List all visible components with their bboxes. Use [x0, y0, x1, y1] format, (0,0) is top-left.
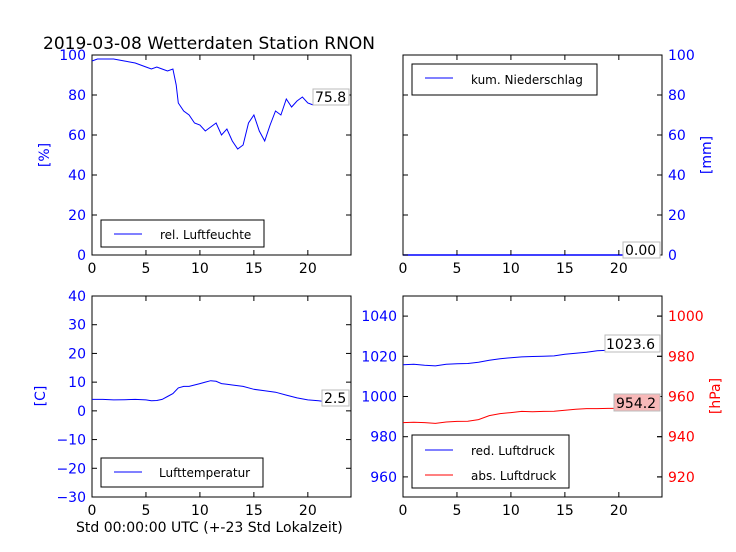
last-value-label-left: 1023.6: [606, 337, 655, 353]
x-tick-label: 5: [141, 261, 150, 277]
last-value-label-right: 954.2: [616, 396, 656, 412]
y-tick-label: 40: [68, 289, 86, 305]
x-tick-label: 15: [556, 503, 574, 519]
y-tick-label: 1040: [361, 309, 397, 325]
y-tick-label: 100: [59, 48, 86, 64]
legend-label: kum. Niederschlag: [471, 73, 583, 87]
y-tick-label: 20: [668, 208, 686, 224]
x-tick-label: 10: [191, 503, 209, 519]
y-tick-label: 100: [668, 48, 695, 64]
y-tick-label: 80: [668, 88, 686, 104]
y-right-tick-label: 920: [668, 470, 695, 486]
y-tick-label: −20: [56, 461, 86, 477]
x-tick-label: 0: [88, 503, 97, 519]
pressure-ticks: 0 5 10 15 20 960 980 1000 1020 1040 920 940 960 980 10…: [361, 296, 704, 519]
legend-label: rel. Luftfeuchte: [160, 228, 251, 242]
value-box: [312, 88, 350, 106]
y-tick-label: 40: [68, 168, 86, 184]
y-tick-label: 980: [370, 430, 397, 446]
figure-title: 2019-03-08 Wetterdaten Station RNON: [43, 34, 375, 54]
last-value-label: 0.00: [625, 243, 656, 259]
value-box: [622, 241, 661, 259]
y-right-tick-label: 940: [668, 430, 695, 446]
y-right-tick-label: 960: [668, 390, 695, 406]
precipitation-ylabel: [mm]: [699, 136, 715, 174]
x-tick-label: 0: [88, 261, 97, 277]
pressure-panel: 0 5 10 15 20 960 980 1000 1020 1040 920 940 960 980 10…: [361, 295, 724, 519]
y-tick-label: 0: [668, 248, 677, 264]
x-tick-label: 0: [399, 261, 408, 277]
y-tick-label: −30: [56, 490, 86, 506]
temperature-ticks: 0 5 10 15 20 −30 −20 −10 0 10 20 30 40: [56, 289, 351, 519]
humidity-ticks: 0 5 10 15 20 0 20 40 60 80 100: [59, 48, 351, 277]
humidity-line: [91, 58, 341, 150]
y-tick-label: 30: [68, 318, 86, 334]
y-tick-label: 960: [370, 470, 397, 486]
x-axis-label: Std 00:00:00 UTC (+-23 Std Lokalzeit): [76, 520, 343, 536]
precipitation-panel: 0 5 10 15 20 0 20 40 60 80 100 kum. Niederschlag 0…: [399, 48, 715, 277]
y-tick-label: 60: [68, 128, 86, 144]
x-tick-label: 20: [299, 261, 317, 277]
temperature-legend: Lufttemperatur: [100, 457, 264, 488]
x-tick-label: 5: [141, 503, 150, 519]
humidity-legend: rel. Luftfeuchte: [100, 219, 265, 248]
temperature-panel: 0 5 10 15 20 −30 −20 −10 0 10 20 30 40 Lufttemperatu…: [33, 289, 352, 519]
pressure-legend: red. Luftdruck abs. Luftdruck: [411, 434, 570, 489]
y-tick-label: 60: [668, 128, 686, 144]
x-tick-label: 5: [452, 261, 461, 277]
value-box: [321, 389, 350, 407]
y-tick-label: 20: [68, 346, 86, 362]
abs-pressure-line: [402, 407, 652, 424]
temperature-ylabel: [C]: [33, 386, 49, 407]
x-tick-label: 5: [452, 503, 461, 519]
y-tick-label: 1000: [361, 390, 397, 406]
x-tick-label: 15: [245, 261, 263, 277]
value-box: [604, 334, 661, 353]
y-tick-label: −10: [56, 433, 86, 449]
x-tick-label: 10: [502, 261, 520, 277]
last-value-label: 75.8: [315, 90, 346, 106]
x-tick-label: 15: [245, 503, 263, 519]
legend-label: red. Luftdruck: [471, 444, 555, 458]
precipitation-legend: kum. Niederschlag: [411, 63, 598, 96]
y-tick-label: 20: [68, 208, 86, 224]
legend-label: Lufttemperatur: [159, 466, 250, 480]
y-right-tick-label: 980: [668, 349, 695, 365]
y-tick-label: 0: [77, 248, 86, 264]
x-tick-label: 10: [502, 503, 520, 519]
y-tick-label: 10: [68, 375, 86, 391]
temperature-line: [92, 380, 341, 405]
y-tick-label: 1020: [361, 349, 397, 365]
value-box-red: [613, 393, 661, 412]
x-tick-label: 20: [299, 503, 317, 519]
humidity-ylabel: [%]: [37, 143, 53, 167]
x-tick-label: 15: [556, 261, 574, 277]
precipitation-ticks: 0 5 10 15 20 0 20 40 60 80 100: [399, 48, 695, 277]
humidity-panel: 0 5 10 15 20 0 20 40 60 80 100 rel. Luftfeuchte 75…: [37, 48, 352, 277]
legend-label: abs. Luftdruck: [471, 469, 556, 483]
x-tick-label: 20: [610, 261, 628, 277]
last-value-label: 2.5: [324, 391, 346, 407]
y-right-tick-label: 1000: [668, 309, 704, 325]
x-tick-label: 0: [399, 503, 408, 519]
pressure-ylabel-right: [hPa]: [708, 378, 724, 414]
x-tick-label: 10: [191, 261, 209, 277]
y-tick-label: 80: [68, 88, 86, 104]
x-tick-label: 20: [610, 503, 628, 519]
y-tick-label: 0: [77, 404, 86, 420]
y-tick-label: 40: [668, 168, 686, 184]
